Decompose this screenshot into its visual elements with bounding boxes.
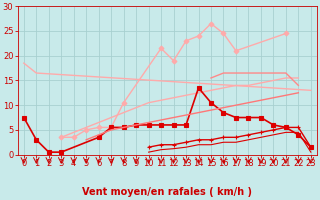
X-axis label: Vent moyen/en rafales ( km/h ): Vent moyen/en rafales ( km/h ) [82, 187, 252, 197]
